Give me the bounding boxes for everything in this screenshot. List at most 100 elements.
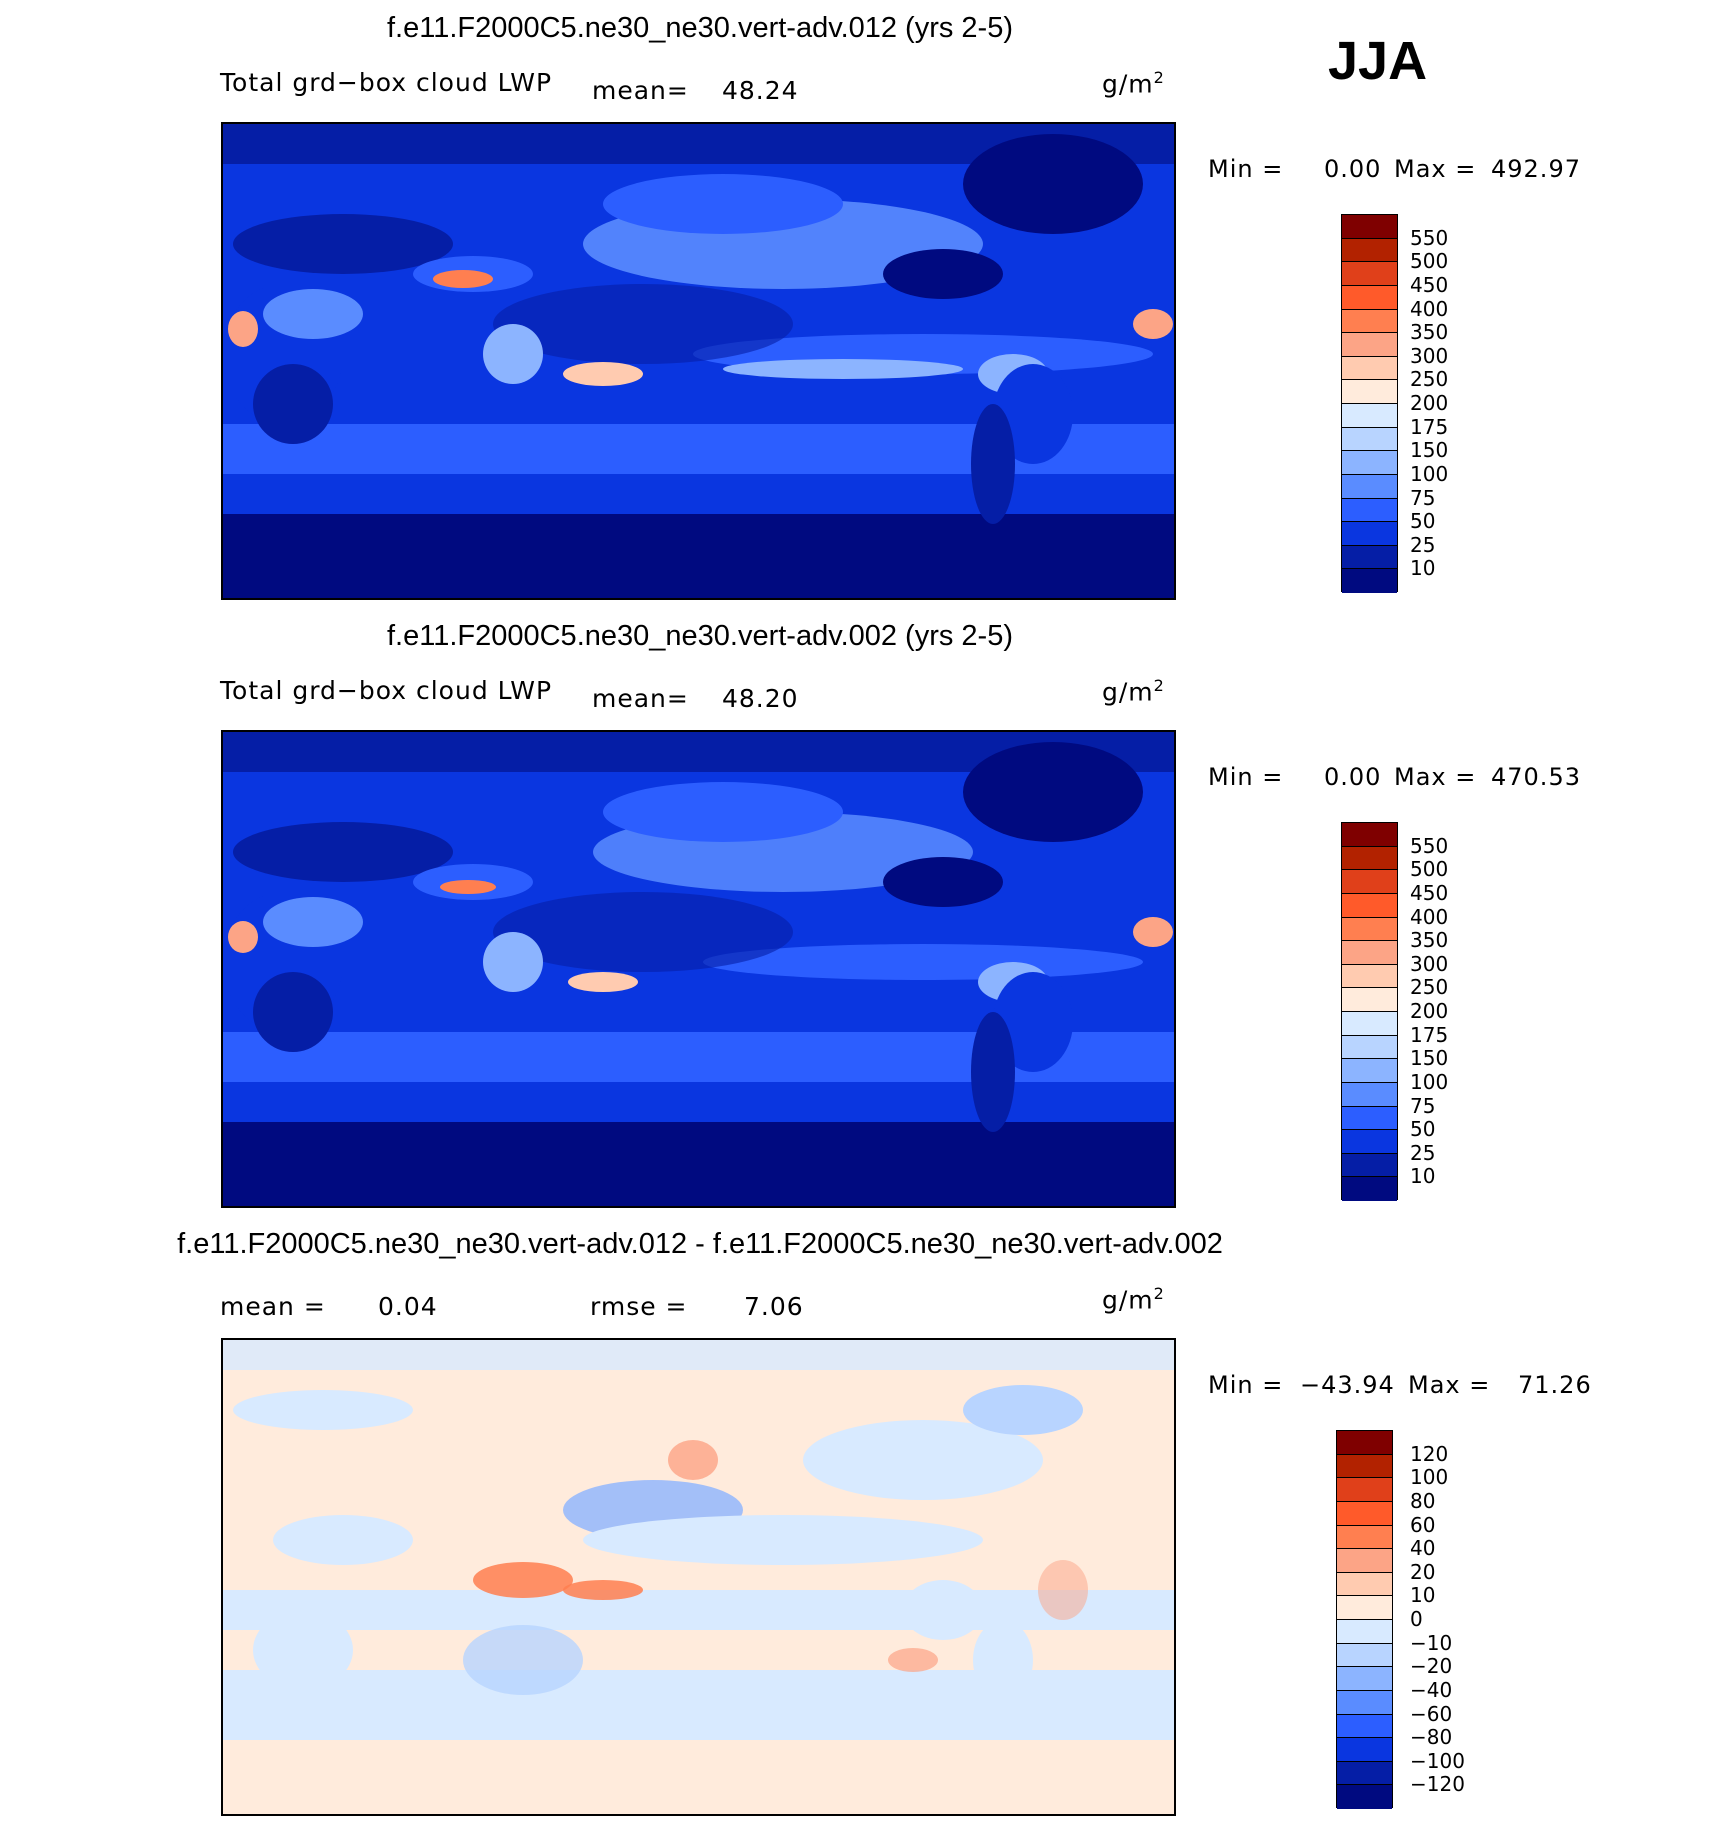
panel2-variable: Total grd−box cloud LWP xyxy=(220,676,553,705)
colorbar-swatch xyxy=(1342,333,1397,357)
colorbar-label: 200 xyxy=(1410,391,1449,415)
colorbar-swatch xyxy=(1337,1643,1392,1668)
colorbar-label: 550 xyxy=(1410,833,1449,858)
colorbar-swatch xyxy=(1342,1177,1397,1201)
panel2-title: f.e11.F2000C5.ne30_ne30.vert-adv.002 (yr… xyxy=(386,620,1014,652)
colorbar-label: 450 xyxy=(1410,880,1449,905)
panel3-title: f.e11.F2000C5.ne30_ne30.vert-adv.012 - f… xyxy=(177,1228,1223,1260)
panel3-map-field xyxy=(223,1340,1174,1814)
colorbar-swatch xyxy=(1337,1761,1392,1786)
colorbar-swatch xyxy=(1337,1431,1392,1455)
colorbar-label: 175 xyxy=(1410,414,1449,439)
colorbar-label: 250 xyxy=(1410,975,1449,1000)
colorbar-swatch xyxy=(1337,1667,1392,1691)
panel1-max-value: 492.97 xyxy=(1491,155,1581,183)
colorbar-label: 75 xyxy=(1410,1093,1436,1118)
colorbar-label: 175 xyxy=(1410,1022,1449,1047)
colorbar-swatch xyxy=(1342,823,1397,847)
colorbar-swatch xyxy=(1342,917,1397,942)
panel2-colorbar xyxy=(1341,822,1398,1201)
colorbar-swatch xyxy=(1337,1620,1392,1644)
colorbar-swatch xyxy=(1337,1714,1392,1739)
colorbar-label: −80 xyxy=(1410,1725,1453,1750)
colorbar-swatch xyxy=(1342,522,1397,546)
colorbar-label: 250 xyxy=(1410,367,1449,392)
colorbar-swatch xyxy=(1342,893,1397,918)
colorbar-label: 10 xyxy=(1410,1583,1436,1608)
panel1-units-base: g/m xyxy=(1102,69,1154,99)
colorbar-label: −100 xyxy=(1410,1748,1465,1773)
colorbar-label: 450 xyxy=(1410,272,1449,297)
panel3-rmse-label: rmse = xyxy=(590,1292,688,1321)
panel3-map xyxy=(221,1338,1176,1816)
panel3-rmse-value: 7.06 xyxy=(744,1292,804,1321)
colorbar-label: 50 xyxy=(1410,509,1436,534)
colorbar-swatch xyxy=(1342,1035,1397,1060)
panel1-units: g/m2 xyxy=(1102,68,1165,98)
colorbar-swatch xyxy=(1342,262,1397,286)
colorbar-label: 200 xyxy=(1410,999,1449,1023)
panel1-title: f.e11.F2000C5.ne30_ne30.vert-adv.012 (yr… xyxy=(386,12,1014,44)
panel2-units-base: g/m xyxy=(1102,677,1154,707)
colorbar-label: 10 xyxy=(1410,1164,1436,1189)
panel2-max-value: 470.53 xyxy=(1491,763,1581,791)
colorbar-swatch xyxy=(1342,498,1397,523)
colorbar-swatch xyxy=(1342,870,1397,894)
colorbar-label: 100 xyxy=(1410,461,1449,486)
colorbar-label: −20 xyxy=(1410,1654,1453,1679)
colorbar-label: 100 xyxy=(1410,1465,1449,1490)
panel2-max-label: Max = xyxy=(1394,763,1477,791)
colorbar-swatch xyxy=(1337,1596,1392,1620)
colorbar-label: 350 xyxy=(1410,928,1449,953)
colorbar-label: 150 xyxy=(1410,1046,1449,1071)
colorbar-label: 80 xyxy=(1410,1488,1436,1513)
colorbar-swatch xyxy=(1337,1572,1392,1597)
colorbar-swatch xyxy=(1342,941,1397,965)
colorbar-swatch xyxy=(1342,1106,1397,1131)
colorbar-label: 20 xyxy=(1410,1559,1436,1584)
colorbar-label: 350 xyxy=(1410,320,1449,345)
colorbar-swatch xyxy=(1342,380,1397,404)
colorbar-label: 50 xyxy=(1410,1117,1436,1142)
panel1-max-label: Max = xyxy=(1394,155,1477,183)
panel2-units-exp: 2 xyxy=(1153,676,1165,695)
colorbar-swatch xyxy=(1337,1785,1392,1809)
colorbar-swatch xyxy=(1337,1454,1392,1479)
colorbar-swatch xyxy=(1337,1738,1392,1762)
panel1-min-label: Min = xyxy=(1208,155,1284,183)
panel2-mean-label: mean= xyxy=(592,684,689,713)
colorbar-label: 550 xyxy=(1410,225,1449,250)
colorbar-swatch xyxy=(1337,1501,1392,1526)
colorbar-swatch xyxy=(1342,1082,1397,1107)
colorbar-swatch xyxy=(1342,1130,1397,1154)
colorbar-swatch xyxy=(1342,238,1397,263)
colorbar-label: 0 xyxy=(1410,1607,1423,1631)
colorbar-label: 100 xyxy=(1410,1069,1449,1094)
colorbar-swatch xyxy=(1342,1059,1397,1083)
season-label: JJA xyxy=(1328,31,1428,91)
panel1-map-field xyxy=(223,124,1174,598)
panel3-colorbar xyxy=(1336,1430,1393,1809)
panel3-units-base: g/m xyxy=(1102,1285,1154,1315)
colorbar-swatch xyxy=(1337,1525,1392,1550)
colorbar-label: 500 xyxy=(1410,249,1449,274)
panel1-colorbar xyxy=(1341,214,1398,593)
colorbar-swatch xyxy=(1342,427,1397,452)
panel3-min-value: −43.94 xyxy=(1300,1371,1395,1399)
colorbar-swatch xyxy=(1342,309,1397,334)
panel2-min-label: Min = xyxy=(1208,763,1284,791)
panel2-mean-value: 48.20 xyxy=(722,684,799,713)
panel3-max-label: Max = xyxy=(1408,1371,1491,1399)
colorbar-label: −10 xyxy=(1410,1630,1453,1655)
colorbar-swatch xyxy=(1337,1690,1392,1715)
panel3-mean-label: mean = xyxy=(220,1292,326,1321)
colorbar-label: −120 xyxy=(1410,1772,1465,1797)
colorbar-swatch xyxy=(1342,474,1397,499)
colorbar-swatch xyxy=(1342,356,1397,381)
panel1-map xyxy=(221,122,1176,600)
colorbar-swatch xyxy=(1342,545,1397,570)
colorbar-label: 25 xyxy=(1410,1140,1436,1165)
colorbar-label: 150 xyxy=(1410,438,1449,463)
colorbar-label: −60 xyxy=(1410,1701,1453,1726)
panel3-max-value: 71.26 xyxy=(1518,1371,1592,1399)
